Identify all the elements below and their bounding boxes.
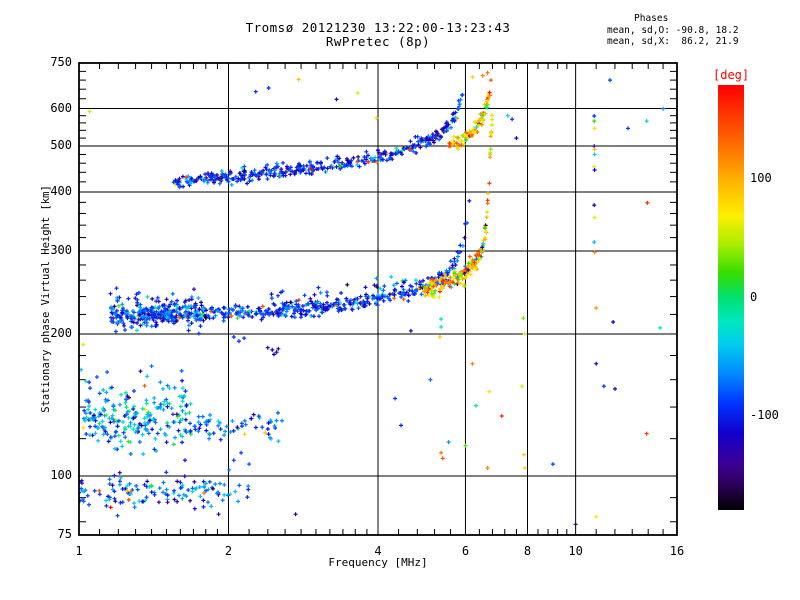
- trace-e-band-extension: [167, 410, 284, 444]
- y-axis-label: Stationary phase Virtual Height [km]: [40, 185, 52, 413]
- x-axis-label: Frequency [MHz]: [328, 556, 428, 569]
- colorbar-unit-label: [deg]: [713, 68, 750, 82]
- trace-f-trace-o-mode: [108, 198, 472, 325]
- x-tick-label: 4: [374, 544, 382, 558]
- y-tick-label: 400: [50, 183, 72, 198]
- chart-title: Tromsø 20121230 13:22:00-13:23:43: [245, 20, 511, 35]
- y-tick-label: 75: [57, 527, 72, 541]
- trace-f-trace-upper-sprinkle: [266, 274, 408, 312]
- trace-second-hop-o-mode: [171, 92, 465, 190]
- colorbar-tick-label: 100: [750, 171, 772, 186]
- y-tick-label: 750: [50, 55, 72, 69]
- x-tick-label: 1: [75, 544, 83, 558]
- trace-low-band: [79, 467, 251, 518]
- plot-frame: [78, 62, 678, 536]
- x-tick-label: 6: [461, 544, 470, 558]
- colorbar-tick-label: 0: [750, 289, 758, 304]
- x-tick-label: 16: [669, 544, 685, 558]
- sparse-points: [79, 70, 666, 527]
- trace-f-trace-o-start-cluster: [108, 286, 208, 336]
- trace-f-trace-x-mode: [422, 113, 495, 300]
- trace-e-region-cloud: [81, 369, 193, 463]
- phase-stats: Phases mean, sd,O: -90.8, 18.2 mean, sd,…: [607, 13, 739, 48]
- x-tick-label: 10: [568, 544, 583, 558]
- x-tick-label: 8: [523, 544, 532, 558]
- colorbar-tick-label: -100: [750, 407, 779, 422]
- y-tick-label: 100: [50, 468, 72, 483]
- phase-stats-header: Phases: [634, 13, 669, 24]
- phase-stats-x-mode: mean, sd,X: 86.2, 21.9: [607, 36, 739, 47]
- trace-second-hop-x-mode: [447, 90, 492, 152]
- chart-subtitle: RwPretec (8p): [325, 34, 431, 49]
- y-tick-label: 300: [50, 242, 72, 257]
- y-tick-label: 500: [50, 138, 72, 153]
- phase-stats-o-mode: mean, sd,O: -90.8, 18.2: [607, 24, 739, 36]
- scatter-points: [79, 70, 666, 527]
- y-tick-label: 600: [50, 100, 72, 115]
- colorbar: [718, 85, 744, 510]
- y-tick-label: 200: [50, 325, 72, 340]
- x-tick-label: 2: [224, 544, 233, 558]
